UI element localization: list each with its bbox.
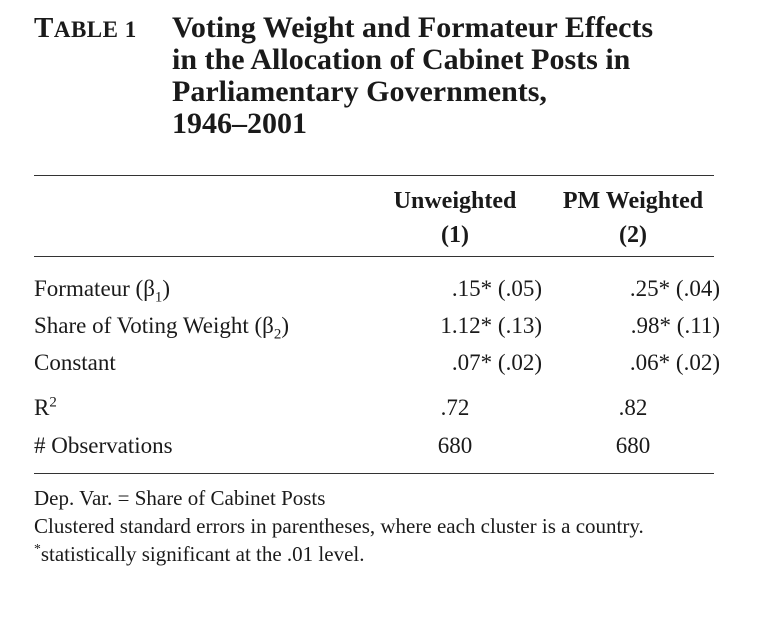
cell-unweighted: .07* (.02) [451, 350, 542, 375]
row-label: Share of Voting Weight (β2) [34, 313, 289, 343]
bottom-rule [34, 473, 714, 474]
table-caption: TABLE 1 Voting Weight and Formateur Effe… [34, 12, 734, 140]
note-dependent-variable: Dep. Var. = Share of Cabinet Posts [34, 486, 326, 510]
top-rule [34, 175, 714, 176]
header-rule [34, 256, 714, 257]
table-notes: Dep. Var. = Share of Cabinet Posts Clust… [34, 484, 714, 568]
cell-unweighted: 680 [437, 433, 473, 458]
column-number: (1) [441, 222, 469, 248]
row-label: # Observations [34, 433, 173, 458]
title-line: in the Allocation of Cabinet Posts in [172, 43, 631, 76]
column-number: (2) [619, 222, 647, 248]
significance-mark: * [34, 541, 41, 556]
table-row-observations: # Observations 680 680 [34, 429, 724, 463]
row-label: Constant [34, 350, 116, 375]
row-label: Formateur (β1) [34, 276, 171, 306]
table-title: Voting Weight and Formateur Effects in t… [172, 12, 653, 140]
cell-pm-weighted: .06* (.02) [629, 350, 720, 375]
table-row-formateur: Formateur (β1) .15* (.05) .25* (.04) [34, 272, 724, 306]
cell-unweighted: .72 [440, 395, 470, 420]
table-label-rest: ABLE 1 [53, 17, 137, 42]
table-row-r-squared: R2 .72 .82 [34, 391, 724, 425]
row-label: R2 [34, 394, 57, 420]
title-line: Parliamentary Governments, [172, 75, 547, 108]
table-row-voting-weight: Share of Voting Weight (β2) 1.12* (.13) … [34, 309, 724, 343]
title-line: Voting Weight and Formateur Effects [172, 11, 654, 44]
table-label-initial: T [34, 12, 54, 44]
note-significance: *statistically significant at the .01 le… [34, 541, 365, 566]
table-label: TABLE 1 [34, 12, 172, 45]
cell-unweighted: 1.12* (.13) [440, 313, 542, 338]
column-name: PM Weighted [562, 188, 704, 214]
column-name: Unweighted [393, 188, 517, 214]
cell-pm-weighted: .82 [618, 395, 648, 420]
column-header-pm-weighted: PM Weighted (2) [552, 184, 714, 252]
cell-pm-weighted: .98* (.11) [630, 313, 720, 338]
note-clustered-errors: Clustered standard errors in parentheses… [34, 514, 644, 538]
title-line: 1946–2001 [172, 107, 307, 140]
cell-unweighted: .15* (.05) [451, 276, 542, 301]
table-row-constant: Constant .07* (.02) .06* (.02) [34, 346, 724, 380]
cell-pm-weighted: .25* (.04) [629, 276, 720, 301]
column-header-unweighted: Unweighted (1) [384, 184, 526, 252]
cell-pm-weighted: 680 [615, 433, 651, 458]
